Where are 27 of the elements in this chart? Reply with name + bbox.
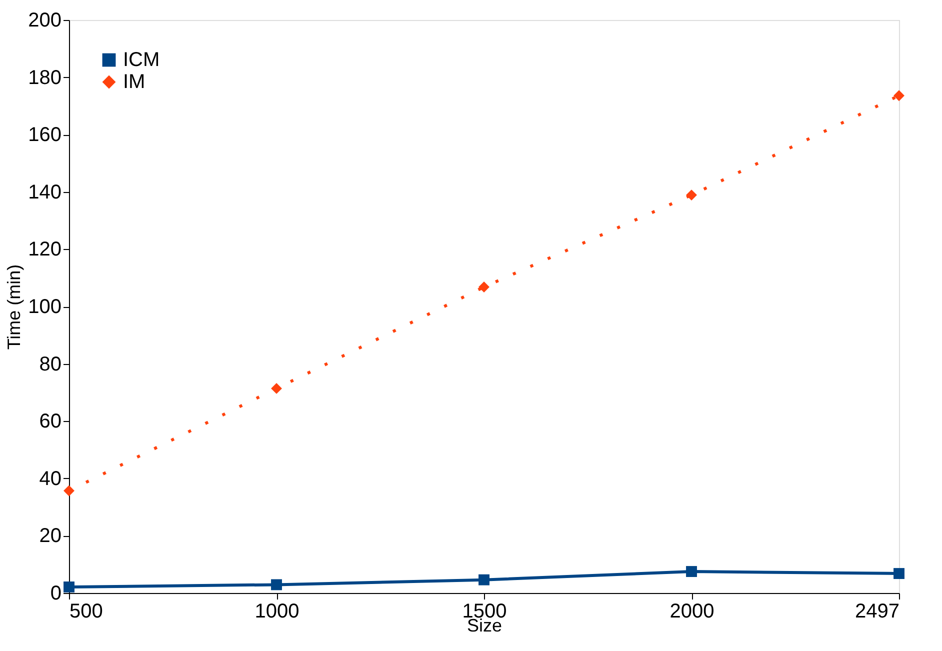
point [271, 382, 282, 394]
y-tick-label: 0 [50, 582, 62, 604]
y-tick-label: 200 [28, 10, 62, 32]
x-tick-label: 500 [70, 600, 103, 622]
y-tick-label: 40 [39, 468, 62, 490]
y-tick-label: 160 [28, 124, 62, 146]
legend-label: IM [123, 71, 146, 93]
point [64, 485, 74, 496]
y-tick-label: 100 [28, 296, 62, 318]
point [686, 566, 697, 577]
legend-label: ICM [123, 49, 160, 71]
point [894, 90, 904, 102]
y-axis-title: Time (min) [4, 264, 24, 350]
x-tick-label: 2497 [855, 600, 900, 622]
x-tick-label: 1000 [254, 600, 300, 622]
y-tick-label: 80 [39, 353, 62, 376]
point [478, 282, 490, 292]
y-tick-label: 140 [28, 181, 62, 204]
point [478, 574, 490, 586]
y-tick-label: 20 [39, 525, 62, 548]
point [686, 190, 697, 201]
y-tick-label: 180 [28, 66, 62, 89]
x-tick-label: 2000 [670, 600, 714, 622]
point [894, 568, 904, 579]
y-tick-label: 120 [28, 238, 62, 261]
point [271, 579, 282, 590]
y-tick-label: 60 [39, 410, 62, 433]
